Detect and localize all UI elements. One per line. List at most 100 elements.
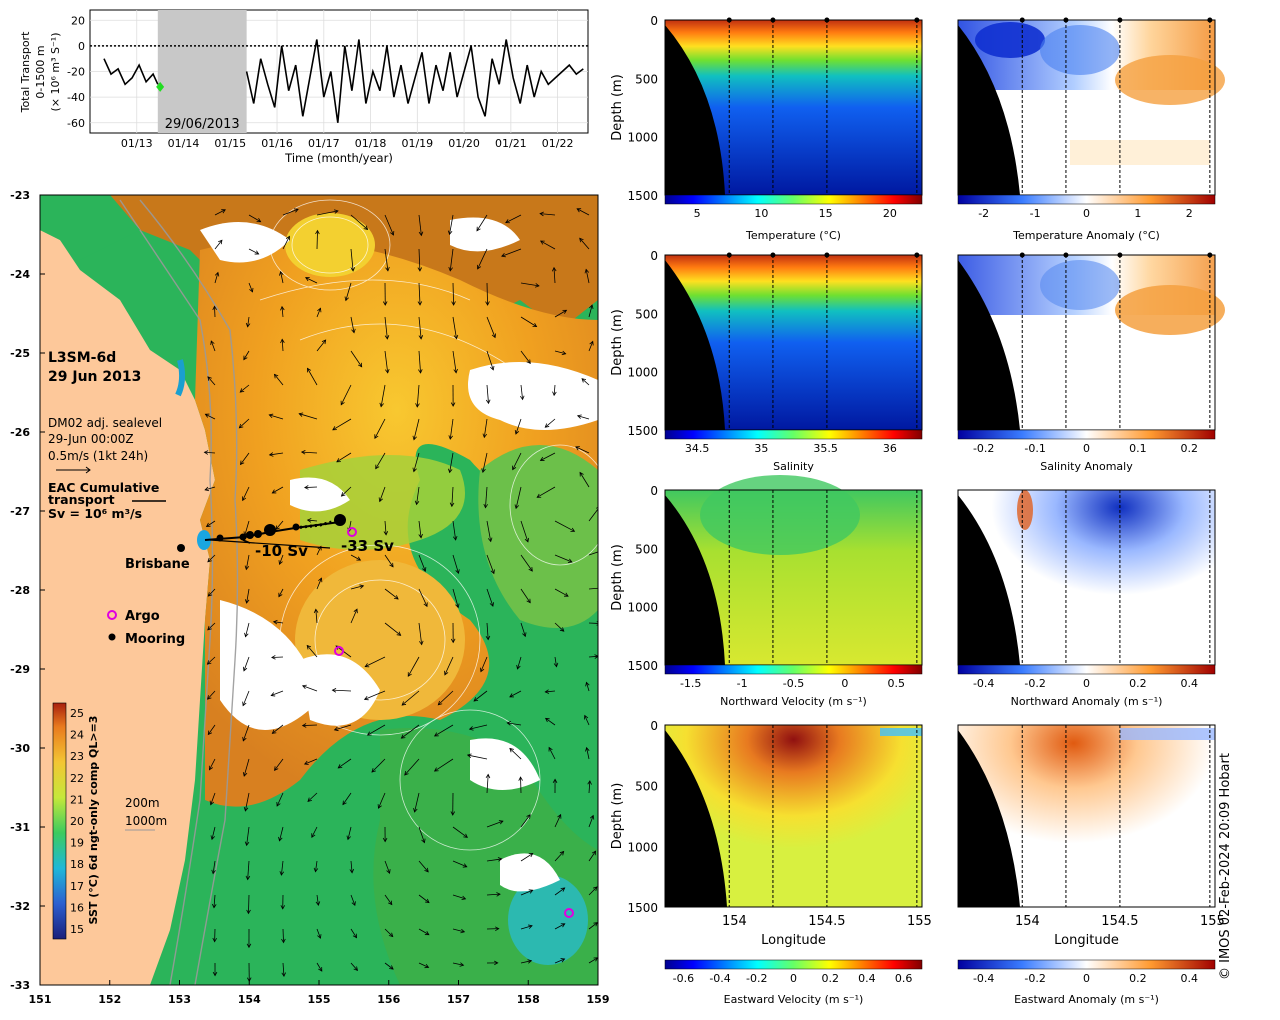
- warm-eddy: [285, 213, 375, 277]
- velocity-arrow: [449, 248, 454, 271]
- velocity-arrow: [243, 350, 250, 360]
- velocity-arrow: [482, 452, 488, 473]
- velocity-arrow: [311, 826, 318, 838]
- velocity-arrowhead: [528, 853, 534, 858]
- velocity-arrowhead: [518, 776, 523, 781]
- velocity-arrowhead: [415, 403, 420, 408]
- transport-series-segment: [245, 39, 584, 123]
- velocity-arrowhead: [350, 267, 356, 272]
- scale-arrowhead: [85, 466, 91, 474]
- velocity-arrow: [274, 374, 284, 386]
- velocity-arrowhead: [304, 485, 309, 490]
- velocity-arrowhead: [433, 732, 439, 737]
- velocity-arrowhead: [552, 778, 558, 784]
- map-y-tick-label: -26: [10, 426, 30, 439]
- velocity-arrowhead: [204, 413, 210, 418]
- velocity-arrow: [207, 554, 216, 563]
- colorbar-tick-label: 0: [1083, 677, 1090, 690]
- velocity-arrowhead: [450, 402, 456, 407]
- mooring-top-dot: [770, 17, 776, 23]
- map-y-tick-label: -25: [10, 347, 30, 360]
- velocity-arrow: [515, 486, 522, 509]
- velocity-arrow: [248, 894, 250, 914]
- velocity-arrowhead: [491, 333, 496, 339]
- velocity-arrowhead: [318, 967, 323, 972]
- velocity-arrow: [338, 758, 352, 769]
- velocity-arrowhead: [256, 218, 262, 223]
- velocity-arrowhead: [485, 301, 490, 306]
- velocity-arrowhead: [509, 747, 514, 753]
- velocity-arrow: [307, 368, 318, 386]
- mooring-top-dot: [726, 252, 732, 258]
- product-label: L3SM-6d: [48, 350, 116, 366]
- velocity-arrowhead: [317, 934, 322, 939]
- mooring-top-dot: [1117, 17, 1123, 23]
- velocity-arrow: [588, 922, 598, 930]
- velocity-arrow: [281, 306, 284, 318]
- velocity-arrow: [588, 780, 591, 794]
- colorbar-strip: [664, 194, 923, 205]
- velocity-arrowhead: [418, 335, 424, 340]
- depth-tick-label: 1500: [627, 189, 658, 203]
- colorbar-tick-label: -2: [978, 207, 989, 220]
- velocity-arrowhead: [210, 340, 215, 346]
- x-tick-label: 01/14: [168, 137, 200, 150]
- velocity-arrowhead: [424, 867, 429, 873]
- depth-tick-label: 500: [635, 72, 658, 86]
- velocity-arrow: [401, 724, 420, 739]
- colorbar-tick-label: -0.5: [783, 677, 804, 690]
- transport-title-2: transport: [48, 492, 115, 507]
- velocity-arrowhead: [366, 731, 372, 736]
- velocity-arrowhead: [371, 768, 376, 773]
- velocity-arrowhead: [385, 368, 390, 374]
- velocity-arrowhead: [340, 492, 346, 497]
- velocity-arrow: [282, 928, 284, 943]
- velocity-arrow: [350, 860, 353, 873]
- map-y-ticks: -23 -24 -25 -26 -27 -28 -29 -30 -31 -32 -33: [10, 189, 45, 992]
- velocity-arrowhead: [527, 959, 533, 964]
- gap-date-label: 29/06/2013: [165, 117, 240, 132]
- depth-tick-label: 0: [650, 719, 658, 733]
- velocity-arrowhead: [424, 898, 430, 904]
- longitude-tick-label: 154.5: [1101, 914, 1138, 929]
- velocity-arrow: [434, 758, 454, 772]
- velocity-arrow: [554, 958, 565, 964]
- velocity-arrow: [350, 962, 358, 971]
- velocity-arrowhead: [245, 322, 251, 328]
- map-x-tick-label: 152: [98, 993, 121, 1006]
- transport-unit: Sv = 10⁶ m³/s: [48, 506, 142, 521]
- velocity-arrowhead: [562, 309, 568, 314]
- velocity-arrow: [279, 554, 284, 565]
- colorbar-tick-label: 0.1: [1129, 442, 1147, 455]
- transport-value-2: -33 Sv: [341, 537, 394, 555]
- velocity-arrow: [365, 656, 386, 667]
- velocity-arrow: [418, 316, 422, 339]
- velocity-arrow: [379, 486, 386, 502]
- argo-legend-symbol: [107, 610, 117, 620]
- depth-axis-label: Depth (m): [610, 544, 625, 611]
- panel-salinity-anomaly: [958, 255, 1225, 430]
- velocity-arrowhead: [576, 208, 582, 213]
- velocity-arrowhead: [332, 426, 337, 431]
- sst-tick-label: 19: [70, 837, 84, 850]
- velocity-arrow: [554, 923, 565, 930]
- velocity-arrow: [272, 724, 284, 734]
- velocity-arrow: [367, 724, 386, 736]
- velocity-arrowhead: [276, 801, 281, 807]
- velocity-arrow: [206, 520, 216, 527]
- moreton-bay: [175, 359, 186, 397]
- transport-arrow: [209, 539, 331, 549]
- velocity-arrowhead: [494, 926, 500, 932]
- map-x-tick-label: 158: [517, 993, 540, 1006]
- velocity-arrow: [384, 520, 387, 535]
- velocity-arrow: [248, 282, 253, 293]
- transport-series-lines: [103, 39, 584, 123]
- velocity-arrowhead: [455, 603, 460, 609]
- panel-northward-anomaly: [958, 490, 1215, 665]
- velocity-arrow: [279, 826, 284, 841]
- velocity-arrowhead: [581, 378, 587, 383]
- brisbane-dot: [177, 544, 185, 552]
- velocity-arrowhead: [378, 497, 383, 503]
- velocity-arrow: [520, 814, 531, 828]
